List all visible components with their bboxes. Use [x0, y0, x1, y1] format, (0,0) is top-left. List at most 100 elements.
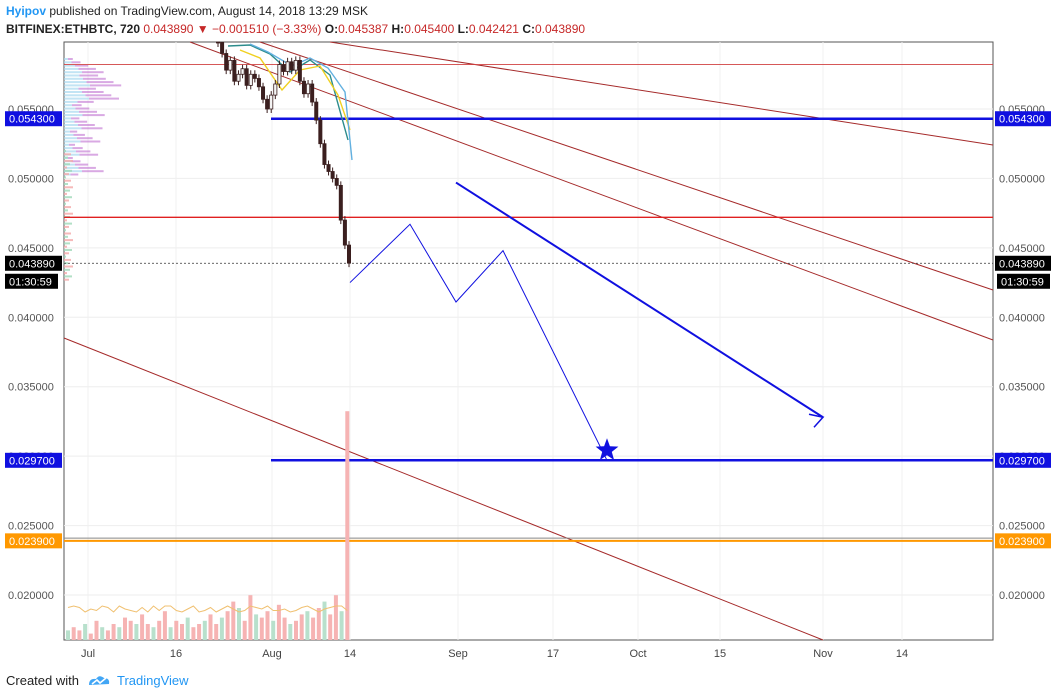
volume-bar — [271, 620, 276, 640]
volume-profile-bar — [64, 219, 67, 222]
volume-profile-bar — [85, 94, 112, 97]
channel-line[interactable] — [63, 337, 824, 641]
candle-body — [256, 78, 261, 88]
target-star-icon[interactable] — [595, 438, 619, 460]
volume-bar — [333, 595, 338, 640]
volume-profile-bar — [64, 140, 81, 143]
volume-ma-line — [67, 605, 348, 613]
tradingview-logo-icon — [88, 675, 110, 685]
volume-bar — [77, 630, 82, 640]
author-name[interactable]: Hyipov — [6, 4, 47, 18]
volume-profile-bar — [64, 239, 73, 242]
volume-profile-bar — [64, 166, 67, 169]
volume-profile-bar — [64, 255, 66, 258]
volume-bar — [225, 611, 230, 640]
volume-profile-bar — [70, 173, 79, 176]
x-tick-label: 16 — [170, 648, 182, 660]
volume-bar — [100, 627, 105, 640]
price-tag-right-label: 0.043890 — [999, 258, 1045, 270]
volume-profile-bar — [64, 97, 89, 100]
candle-body — [342, 219, 347, 246]
volume-profile-bar — [82, 114, 105, 117]
volume-profile-bar — [82, 170, 104, 173]
close-value: 0.043890 — [535, 22, 586, 36]
volume-profile-bar — [64, 114, 83, 117]
volume-profile-bar — [69, 143, 75, 146]
volume-profile-bar — [64, 61, 72, 64]
volume-profile-bar — [64, 147, 73, 150]
footer: Created with TradingView — [6, 673, 189, 688]
plot-frame — [63, 41, 994, 641]
price-tag-left — [5, 255, 62, 271]
channel-line[interactable] — [189, 41, 994, 341]
volume-bar — [94, 620, 99, 640]
volume-bar — [265, 611, 270, 640]
price-tag-left-label: 0.029700 — [9, 455, 55, 467]
volume-profile-bar — [64, 150, 66, 152]
volume-profile-bar — [64, 176, 66, 179]
volume-bar — [219, 617, 224, 640]
high-label: H: — [391, 22, 405, 36]
volume-bar — [123, 617, 127, 640]
volume-profile-bar — [64, 186, 73, 189]
forecast-path[interactable] — [349, 223, 608, 461]
candle-body — [269, 94, 274, 110]
candle-body — [318, 119, 323, 145]
volume-profile-bar — [64, 278, 69, 281]
volume-profile-bar — [76, 150, 91, 153]
volume-profile-bar — [72, 104, 82, 107]
volume-profile-bar — [78, 67, 96, 70]
volume-bar — [237, 608, 241, 640]
volume-profile-bar — [82, 71, 104, 74]
price-tag-right-label: 0.054300 — [999, 114, 1045, 126]
volume-profile-bar — [64, 124, 78, 126]
candle-body — [322, 143, 327, 165]
x-tick-label: Sep — [448, 648, 468, 660]
volume-profile-bar — [64, 104, 72, 107]
trend-arrow-line[interactable] — [455, 181, 824, 419]
volume-bar — [140, 614, 145, 640]
volume-profile-bar — [71, 117, 80, 120]
volume-bar — [202, 620, 207, 640]
price-tag-right-label: 0.029700 — [999, 455, 1045, 467]
y-tick-label-left: 0.050000 — [8, 173, 54, 185]
tradingview-brand[interactable]: TradingView — [87, 673, 189, 688]
x-tick-label: 17 — [547, 648, 559, 660]
volume-profile-bar — [64, 133, 74, 136]
candle-body — [252, 73, 257, 79]
candle-body — [228, 60, 233, 71]
price-tag-left-label: 0.054300 — [9, 114, 55, 126]
channel-line[interactable] — [259, 41, 994, 291]
candle-body — [297, 60, 302, 82]
candle-body — [281, 64, 286, 72]
volume-bar — [288, 624, 293, 640]
volume-bar — [185, 617, 190, 640]
volume-profile-bar — [71, 61, 81, 64]
price-tag-left — [5, 452, 62, 468]
volume-profile-bar — [64, 245, 67, 248]
volume-profile-bar — [64, 183, 68, 185]
volume-profile-bar — [79, 153, 99, 156]
trend-arrowhead-icon — [808, 413, 825, 428]
candle-body — [248, 73, 253, 86]
volume-bar — [259, 617, 264, 640]
price-tag-left-label: 0.023900 — [9, 536, 55, 548]
volume-bar — [83, 624, 88, 640]
volume-bar — [157, 620, 162, 640]
y-tick-label-left: 0.040000 — [8, 312, 54, 324]
volume-profile-bar — [64, 84, 90, 87]
volume-profile-bar — [64, 110, 79, 113]
volume-profile-bar — [64, 232, 71, 235]
volume-bar — [134, 624, 139, 640]
y-tick-label-right: 0.025000 — [999, 521, 1045, 533]
candle-body — [289, 61, 294, 71]
channel-line[interactable] — [329, 41, 994, 146]
y-tick-label-left: 0.045000 — [8, 243, 54, 255]
close-label: C: — [522, 22, 535, 36]
candle-body — [224, 53, 229, 71]
volume-profile-bar — [64, 225, 69, 228]
price-tag-left — [5, 111, 62, 127]
volume-profile-bar — [64, 199, 69, 202]
candle-body — [326, 164, 331, 172]
